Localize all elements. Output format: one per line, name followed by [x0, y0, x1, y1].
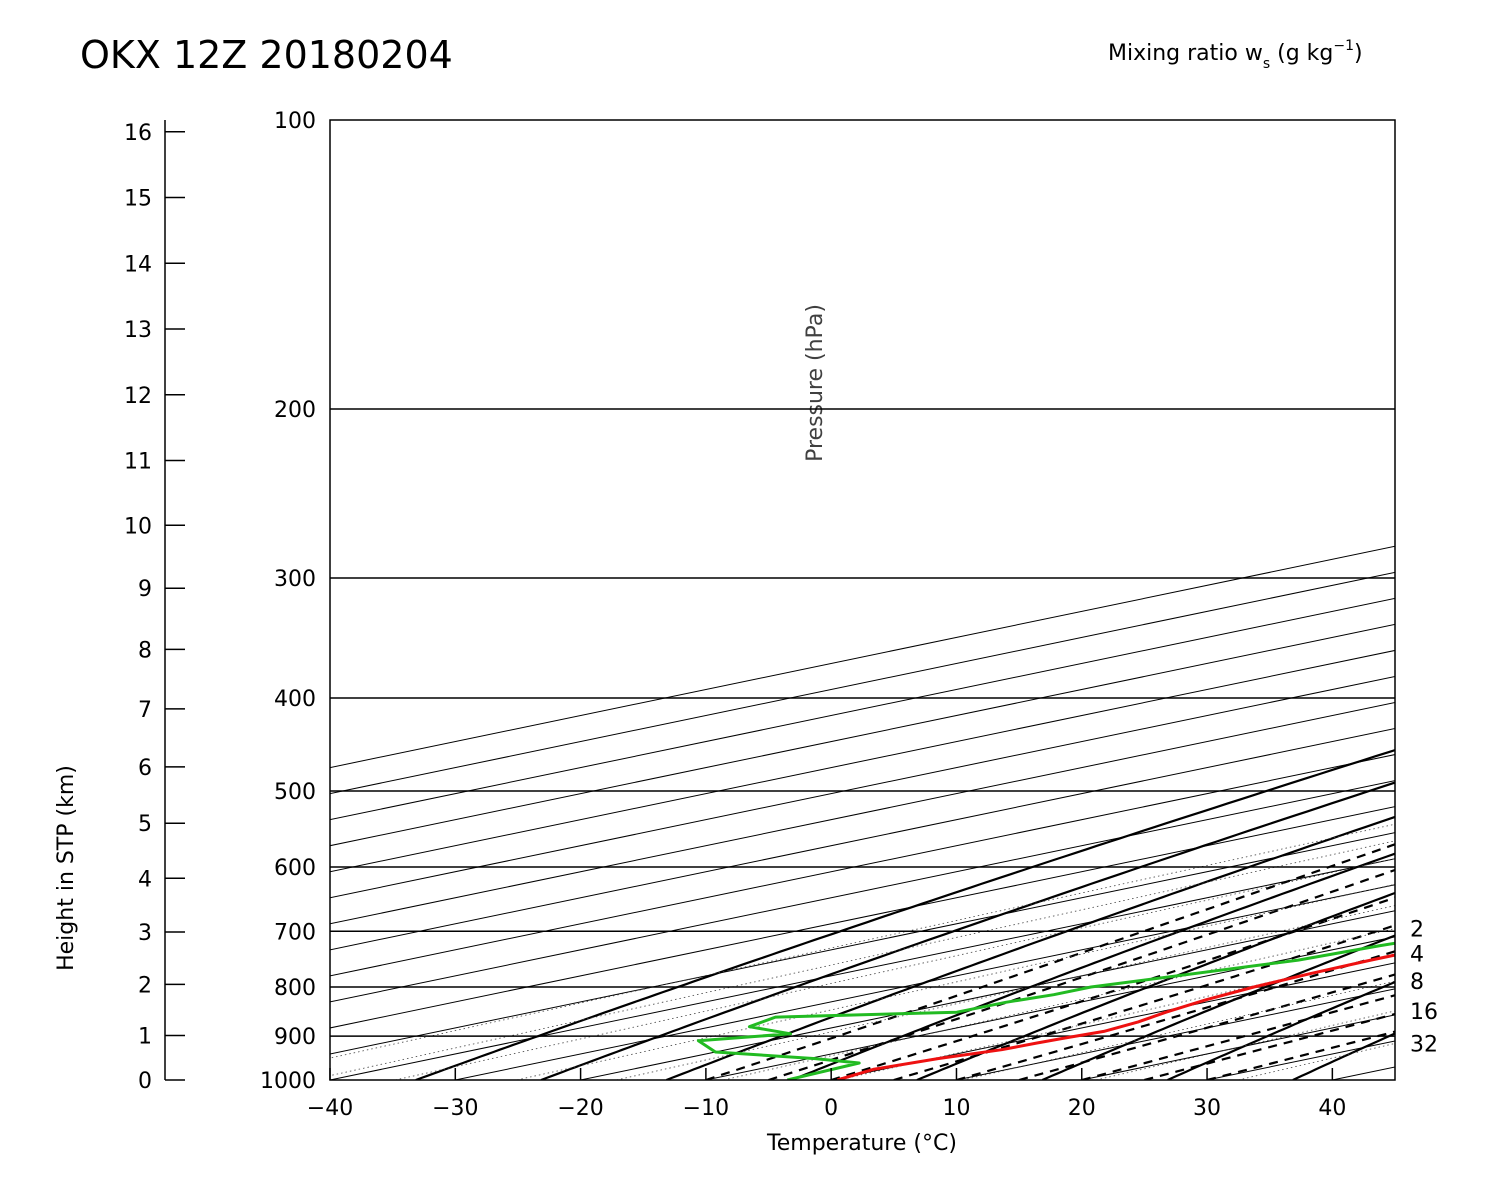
temperature-tick-label: −30	[432, 1096, 478, 1121]
pressure-tick-label: 600	[274, 856, 316, 881]
dry-adiabat-line	[415, 749, 1395, 1080]
pressure-tick-label: 700	[274, 920, 316, 945]
height-tick-label: 8	[138, 638, 152, 663]
height-tick-label: 13	[124, 318, 152, 343]
mixing-ratio-right-label: 4	[1410, 943, 1424, 968]
height-tick-label: 6	[138, 756, 152, 781]
dry-adiabat-line	[916, 891, 1395, 1080]
mixing-ratio-right-label: 2	[1410, 918, 1424, 943]
height-tick-label: 1	[138, 1024, 152, 1049]
height-tick-label: 14	[124, 252, 152, 277]
isobar-lines	[330, 408, 1395, 1037]
mixing-ratio-line	[330, 823, 1395, 1059]
x-axis-title: Temperature (°C)	[766, 1131, 957, 1156]
temperature-tick-label: 20	[1068, 1096, 1096, 1121]
pressure-tick-label: 200	[274, 398, 316, 423]
height-tick-label: 11	[124, 450, 152, 475]
temperature-tick-label: 30	[1193, 1096, 1221, 1121]
height-axis-title: Height in STP (km)	[54, 765, 79, 971]
moist-adiabat-line	[830, 896, 1395, 1080]
chart-title: OKX 12Z 20180204	[80, 33, 453, 77]
dewpoint-profile-line	[696, 941, 1395, 1080]
mixing-ratio-right-label: 8	[1410, 970, 1424, 995]
isotherm-line	[330, 858, 1395, 1080]
mixing-ratio-right-label: 32	[1410, 1032, 1438, 1057]
isotherm-line	[330, 754, 1395, 977]
height-tick-label: 9	[138, 577, 152, 602]
pressure-tick-label: 800	[274, 976, 316, 1001]
height-tick-label: 16	[124, 121, 152, 146]
moist-adiabat-line	[1206, 1030, 1395, 1080]
temperature-axis: −40 −30 −20 −10 0 10 20 30 40	[307, 1068, 1346, 1121]
mixing-ratio-line	[723, 928, 1395, 1080]
dry-adiabat-line	[1167, 980, 1395, 1080]
pressure-tick-label: 100	[274, 109, 316, 134]
height-tick-label: 0	[138, 1069, 152, 1094]
mixing-ratio-axis: 0.050.10.20.512481632	[1410, 918, 1438, 1058]
dry-adiabat-line	[1418, 120, 1500, 1080]
background-lines	[330, 120, 1500, 1080]
isotherm-line	[330, 806, 1395, 1029]
height-tick-label: 3	[138, 921, 152, 946]
isotherm-line	[330, 545, 1395, 769]
mixing-ratio-line	[516, 883, 1395, 1080]
moist-adiabat-line	[1144, 1012, 1395, 1080]
height-tick-label: 7	[138, 698, 152, 723]
isotherm-line	[330, 728, 1395, 951]
mixing-ratio-line	[395, 858, 1395, 1080]
dry-adiabat-line	[666, 815, 1395, 1080]
temperature-tick-label: 10	[942, 1096, 970, 1121]
dry-adiabat-line	[540, 781, 1395, 1080]
height-tick-label: 4	[138, 867, 152, 892]
temperature-tick-label: −40	[307, 1096, 353, 1121]
pressure-tick-label: 1000	[260, 1069, 316, 1094]
temperature-tick-label: −10	[683, 1096, 729, 1121]
temperature-tick-label: 0	[824, 1096, 838, 1121]
dry-adiabat-line	[1292, 1032, 1395, 1080]
isotherm-line	[1081, 1014, 1395, 1080]
height-tick-label: 10	[124, 514, 152, 539]
height-tick-label: 15	[124, 187, 152, 212]
mixing-ratio-line	[616, 905, 1395, 1080]
isotherm-line	[1458, 120, 1500, 1080]
pressure-tick-label: 900	[274, 1025, 316, 1050]
isotherm-line	[1206, 1040, 1395, 1080]
moist-adiabat-line	[956, 950, 1395, 1080]
height-tick-label: 2	[138, 973, 152, 998]
pressure-tick-label: 400	[274, 687, 316, 712]
pressure-axis-title: Pressure (hPa)	[803, 304, 828, 462]
isotherm-line	[330, 832, 1395, 1055]
mixing-ratio-axis-title: Mixing ratio ws (g kg−1)	[1108, 38, 1363, 72]
isotherm-line	[330, 597, 1395, 821]
isotherm-line	[330, 571, 1395, 795]
height-tick-label: 12	[124, 384, 152, 409]
temperature-profile-line	[836, 953, 1395, 1080]
mixing-ratio-right-label: 16	[1410, 1000, 1438, 1025]
plot-frame	[329, 119, 1396, 1081]
moist-adiabat-line	[1081, 994, 1395, 1080]
dry-adiabat-line	[1041, 934, 1395, 1080]
mixing-ratio-line	[1096, 1010, 1395, 1080]
sounding-profiles	[696, 941, 1395, 1080]
isotherm-line	[455, 884, 1395, 1080]
isotherm-line	[330, 701, 1395, 925]
pressure-axis: 100 200 300 400 500 600 700 800 900 1000	[260, 109, 316, 1094]
isotherm-line	[580, 910, 1395, 1080]
pressure-tick-label: 500	[274, 780, 316, 805]
temperature-tick-label: −20	[557, 1096, 603, 1121]
height-tick-label: 5	[138, 812, 152, 837]
isotherm-line	[330, 780, 1395, 1003]
temperature-tick-label: 40	[1318, 1096, 1346, 1121]
mixing-ratio-line	[330, 840, 1395, 1077]
pressure-tick-label: 300	[274, 567, 316, 592]
